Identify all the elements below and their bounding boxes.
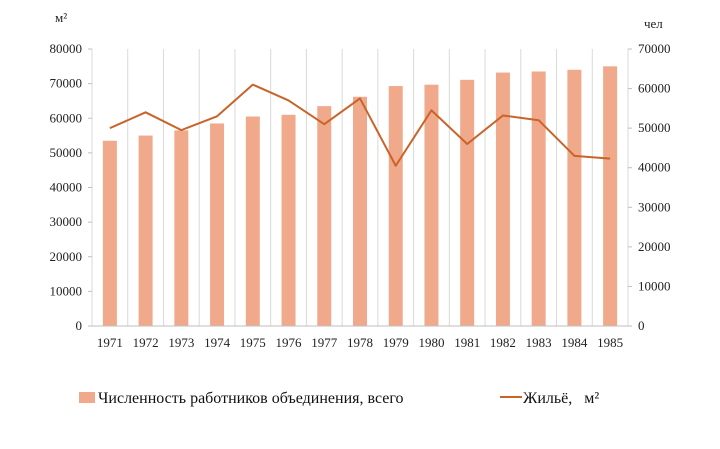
left-tick-label: 80000	[50, 41, 83, 56]
x-tick-label: 1976	[276, 335, 303, 350]
right-tick-label: 60000	[638, 81, 671, 96]
axes: 0 10000 20000 30000 40000 50000 60000 70000 8000…	[50, 41, 671, 350]
left-tick-label: 70000	[50, 76, 83, 91]
right-tick-label: 10000	[638, 278, 671, 293]
legend-bar-swatch	[79, 392, 95, 403]
x-tick-label: 1984	[561, 335, 588, 350]
legend-bar-label: Численность работников объединения, всег…	[98, 390, 404, 407]
x-tick-label: 1973	[168, 335, 194, 350]
bar	[567, 69, 582, 327]
left-axis-unit: м²	[55, 10, 67, 25]
x-tick-label: 1983	[526, 335, 552, 350]
left-tick-label: 30000	[50, 214, 83, 229]
right-tick-label: 0	[638, 318, 645, 333]
x-tick-label: 1974	[204, 335, 231, 350]
bar	[531, 71, 546, 326]
bar	[102, 140, 117, 326]
left-tick-label: 50000	[50, 145, 83, 160]
legend-line-label: Жильё, м²	[523, 390, 599, 407]
right-tick-label: 30000	[638, 199, 671, 214]
bar	[460, 79, 475, 326]
x-tick-label: 1975	[240, 335, 266, 350]
right-tick-label: 40000	[638, 160, 671, 175]
right-tick-label: 20000	[638, 239, 671, 254]
bar	[281, 114, 296, 326]
left-tick-label: 40000	[50, 180, 83, 195]
bar	[603, 66, 618, 326]
line-series	[109, 83, 611, 167]
bar	[245, 116, 260, 326]
left-tick-label: 60000	[50, 110, 83, 125]
grid-lines	[91, 49, 629, 326]
right-tick-label: 70000	[638, 41, 671, 56]
bar	[388, 86, 403, 326]
x-tick-label: 1972	[133, 335, 159, 350]
bar	[353, 96, 367, 326]
x-tick-label: 1971	[97, 335, 123, 350]
bar	[174, 130, 189, 326]
x-tick-label: 1979	[383, 335, 409, 350]
left-tick-label: 10000	[50, 283, 83, 298]
bar-series	[102, 66, 618, 327]
x-tick-label: 1982	[490, 335, 516, 350]
x-tick-label: 1978	[347, 335, 373, 350]
bar	[495, 72, 510, 326]
bar	[424, 84, 439, 326]
x-tick-label: 1980	[418, 335, 444, 350]
bar	[317, 106, 332, 326]
bar	[138, 135, 153, 326]
right-axis-unit: чел	[644, 16, 663, 31]
x-tick-label: 1985	[597, 335, 623, 350]
x-tick-label: 1977	[311, 335, 338, 350]
left-tick-label: 0	[76, 318, 83, 333]
right-tick-label: 50000	[638, 120, 671, 135]
left-tick-label: 20000	[50, 249, 83, 264]
bar	[210, 123, 225, 326]
x-tick-label: 1981	[454, 335, 480, 350]
legend: Численность работников объединения, всег…	[79, 390, 599, 407]
